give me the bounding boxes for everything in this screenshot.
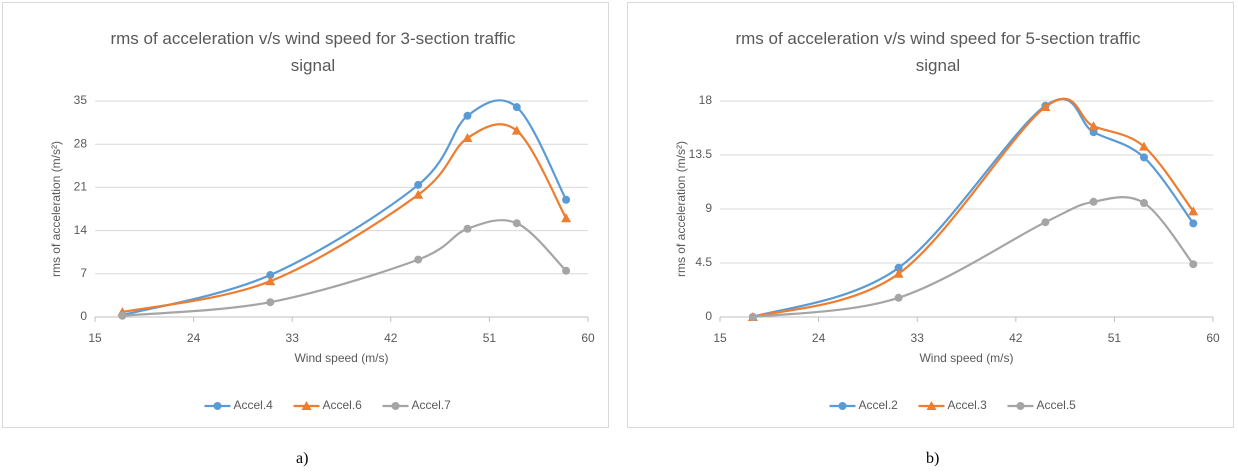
legend-label: Accel.5 <box>1037 398 1077 412</box>
x-tick-label: 24 <box>812 331 826 345</box>
y-tick-label: 7 <box>80 266 87 280</box>
legend-marker <box>301 401 312 410</box>
data-point <box>511 125 522 135</box>
legend-label: Accel.2 <box>859 398 899 412</box>
data-point <box>512 103 521 112</box>
x-tick-label: 15 <box>88 331 102 345</box>
series-line <box>122 123 568 314</box>
legend-marker <box>391 402 400 410</box>
data-point <box>118 311 127 320</box>
chart-title: rms of acceleration v/s wind speed for 3… <box>110 29 516 75</box>
legend-marker <box>838 402 847 410</box>
data-point <box>562 195 571 204</box>
data-point <box>1138 141 1149 151</box>
y-tick-label: 13.5 <box>689 147 713 161</box>
x-tick-label: 33 <box>286 331 300 345</box>
legend-label: Accel.4 <box>234 398 274 412</box>
data-point <box>512 219 521 228</box>
data-point <box>1139 153 1148 162</box>
x-tick-label: 24 <box>187 331 201 345</box>
caption: b) <box>926 450 940 467</box>
chart: 0 4.5 9 13.5 18 15 24 33 42 51 60 Wind speed (m/s) r… <box>674 93 1220 412</box>
data-point <box>1089 197 1098 206</box>
x-tick-label: 33 <box>911 331 925 345</box>
chart-panel: rms of acceleration v/s wind speed for 5… <box>627 2 1234 428</box>
data-point <box>1189 260 1198 269</box>
legend-marker <box>213 402 222 410</box>
data-point <box>266 298 275 307</box>
series-line <box>752 97 1195 319</box>
data-point <box>1040 102 1051 111</box>
caption: a) <box>296 450 309 467</box>
data-point <box>462 133 473 143</box>
data-point <box>1088 121 1099 131</box>
legend-marker <box>1016 402 1025 410</box>
data-point <box>1189 219 1198 228</box>
data-point <box>748 313 757 321</box>
x-tick-label: 51 <box>483 331 497 345</box>
series-line <box>122 99 568 317</box>
legend-label: Accel.6 <box>323 398 363 412</box>
data-point <box>894 293 903 302</box>
series-line <box>752 97 1195 319</box>
y-tick-label: 0 <box>705 309 712 323</box>
y-tick-label: 18 <box>699 93 713 107</box>
legend-label: Accel.3 <box>948 398 988 412</box>
data-point <box>463 111 472 120</box>
series-line <box>752 196 1195 319</box>
x-tick-label: 15 <box>713 331 727 345</box>
data-point <box>893 268 904 278</box>
x-tick-label: 60 <box>1206 331 1220 345</box>
chart: 0 7 14 21 28 35 15 24 33 42 51 60 Wind speed (m/s) rm… <box>49 93 595 412</box>
y-tick-label: 9 <box>705 201 712 215</box>
chart-panel: rms of acceleration v/s wind speed for 3… <box>2 2 609 428</box>
x-axis-label: Wind speed (m/s) <box>294 351 388 365</box>
chart-title: rms of acceleration v/s wind speed for 5… <box>735 29 1141 75</box>
y-tick-label: 21 <box>74 180 88 194</box>
data-point <box>1188 206 1199 216</box>
y-tick-label: 14 <box>74 223 88 237</box>
x-tick-label: 51 <box>1108 331 1122 345</box>
x-tick-label: 42 <box>384 331 398 345</box>
y-tick-label: 28 <box>74 136 88 150</box>
y-axis-label: rms of acceleration (m/s²) <box>674 141 688 277</box>
y-tick-label: 0 <box>80 309 87 323</box>
data-point <box>562 266 571 275</box>
data-point <box>414 180 423 189</box>
x-tick-label: 60 <box>581 331 595 345</box>
data-point <box>413 189 424 199</box>
x-axis-label: Wind speed (m/s) <box>919 351 1013 365</box>
data-point <box>1041 218 1050 227</box>
y-tick-label: 4.5 <box>695 255 712 269</box>
y-axis-label: rms of acceleration (m/s²) <box>49 141 63 277</box>
data-point <box>1139 199 1148 207</box>
legend-marker <box>926 401 937 410</box>
data-point <box>266 271 275 280</box>
data-point <box>463 224 472 233</box>
x-tick-label: 42 <box>1009 331 1023 345</box>
data-point <box>561 213 572 223</box>
data-point <box>894 263 903 272</box>
data-point <box>265 276 276 286</box>
legend-label: Accel.7 <box>412 398 452 412</box>
y-tick-label: 35 <box>74 93 88 107</box>
data-point <box>414 255 423 264</box>
